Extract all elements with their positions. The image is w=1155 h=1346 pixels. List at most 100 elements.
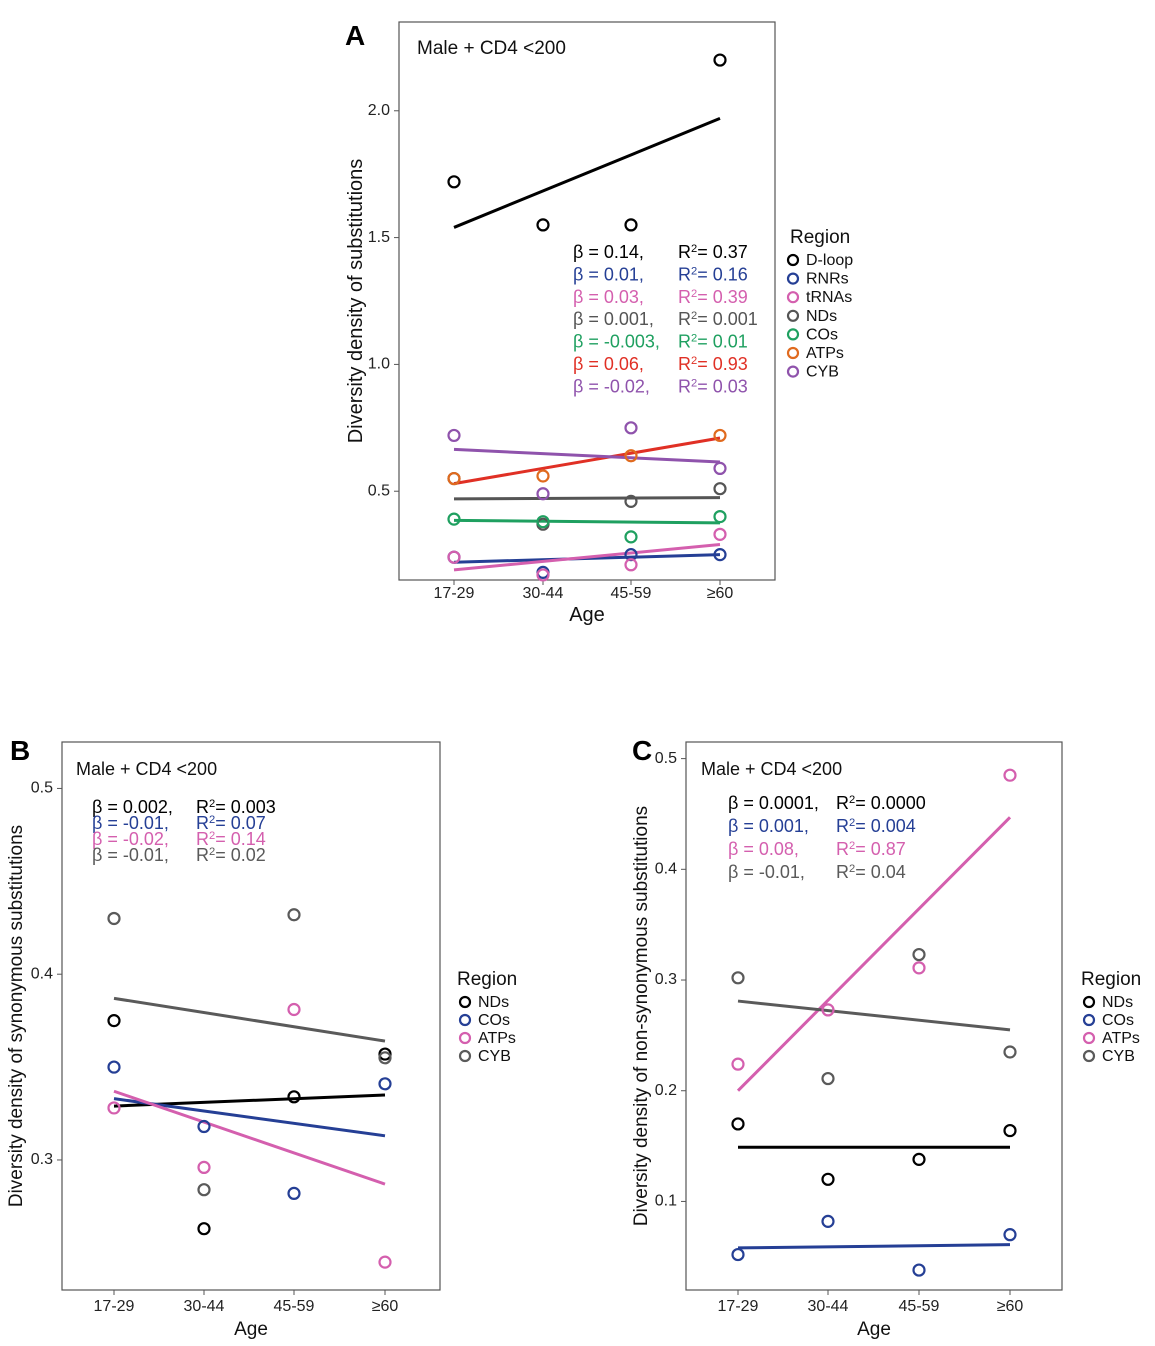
- x-tick-label: ≥60: [997, 1298, 1024, 1315]
- point-d-loop: [536, 218, 550, 232]
- r2-label-nds: R2= 0.0000: [836, 793, 926, 813]
- fit-line-atps: [453, 436, 721, 486]
- fit-line-cos: [737, 1243, 1011, 1250]
- fit-line-atps: [736, 816, 1012, 1092]
- plot-frame: [398, 21, 776, 581]
- y-tick-label: 2.0: [368, 102, 390, 119]
- point-atps: [821, 1003, 835, 1017]
- legend-marker: [786, 272, 800, 285]
- fit-line-cos: [113, 1097, 386, 1138]
- beta-label-cos: β = -0.003,: [573, 332, 660, 352]
- plot-frame: [61, 741, 441, 1291]
- point-cos: [378, 1077, 392, 1091]
- point-cyb: [713, 461, 727, 475]
- legend-marker: [458, 995, 472, 1009]
- legend-marker: [458, 1031, 472, 1045]
- point-cos: [731, 1247, 745, 1262]
- beta-label-atps: β = -0.02,: [92, 829, 169, 849]
- fit-line-atps: [113, 1089, 386, 1186]
- point-trnas: [713, 527, 727, 541]
- point-cos: [713, 509, 727, 524]
- y-tick-label: 0.2: [655, 1082, 677, 1099]
- point-cos: [1003, 1228, 1017, 1242]
- legend-title: Region: [790, 227, 850, 248]
- point-atps: [536, 469, 550, 483]
- r2-label-trnas: R2= 0.39: [678, 287, 748, 307]
- beta-label-cyb: β = -0.01,: [92, 845, 169, 865]
- legend-label: CYB: [1102, 1048, 1135, 1065]
- x-tick-label: 30-44: [808, 1298, 849, 1315]
- r2-label-nds: R2= 0.003: [196, 797, 276, 817]
- beta-label-atps: β = 0.06,: [573, 354, 644, 374]
- r2-label-cyb: R2= 0.02: [196, 845, 266, 865]
- legend-marker: [1082, 995, 1096, 1009]
- point-cyb: [107, 911, 121, 926]
- r2-label-cos: R2= 0.01: [678, 332, 748, 352]
- y-tick-label: 0.5: [368, 482, 390, 499]
- point-nds: [107, 1014, 121, 1028]
- legend-label: ATPs: [806, 345, 844, 362]
- point-atps: [1003, 768, 1017, 782]
- y-tick-label: 0.3: [31, 1151, 53, 1168]
- point-cyb: [378, 1051, 392, 1065]
- point-cyb: [912, 947, 926, 962]
- point-d-loop: [713, 53, 727, 67]
- point-cyb: [821, 1071, 835, 1086]
- legend-label: D-loop: [806, 252, 853, 269]
- point-cos: [912, 1263, 926, 1277]
- point-atps: [912, 961, 926, 975]
- y-tick-label: 0.3: [655, 971, 677, 988]
- fit-line-trnas: [453, 542, 721, 572]
- beta-label-d-loop: β = 0.14,: [573, 242, 644, 262]
- chart-panel-c: C 0.1 0.2 0.3 0.4 0.5 17-29 30-44 45-59 ≥60 Age Div…: [631, 735, 1141, 1340]
- point-cos: [821, 1214, 835, 1228]
- point-rnrs: [713, 548, 727, 562]
- legend-label: CYB: [478, 1048, 511, 1065]
- beta-label-trnas: β = 0.03,: [573, 287, 644, 307]
- r2-label-rnrs: R2= 0.16: [678, 264, 748, 284]
- r2-label-cos: R2= 0.004: [836, 816, 916, 836]
- point-cyb: [1003, 1045, 1017, 1059]
- legend-label: NDs: [806, 308, 837, 325]
- point-atps: [713, 428, 727, 443]
- fit-line-cyb: [453, 447, 721, 464]
- point-atps: [624, 449, 638, 463]
- point-cos: [624, 530, 638, 544]
- chart-panel-b: B 0.3 0.4 0.5 17-29 30-44 45-59 ≥60 Age Diversity…: [6, 735, 517, 1340]
- point-d-loop: [624, 218, 638, 232]
- r2-label-atps: R2= 0.87: [836, 839, 906, 859]
- r2-label-cyb: R2= 0.03: [678, 376, 748, 396]
- beta-label-cos: β = -0.01,: [92, 813, 169, 833]
- point-nds: [821, 1172, 835, 1186]
- point-atps: [731, 1057, 745, 1071]
- r2-label-cos: R2= 0.07: [196, 813, 266, 833]
- legend-marker: [1082, 1031, 1096, 1045]
- fit-line-cyb: [737, 999, 1011, 1032]
- x-axis-label: Age: [234, 1319, 268, 1340]
- point-cyb: [447, 428, 461, 443]
- panel-label: C: [632, 735, 652, 766]
- fit-line-nds: [453, 496, 721, 501]
- panel-annotation: Male + CD4 <200: [417, 38, 566, 59]
- beta-label-nds: β = 0.001,: [573, 309, 654, 329]
- beta-label-cyb: β = -0.02,: [573, 376, 650, 396]
- point-cos: [107, 1060, 121, 1074]
- r2-label-nds: R2= 0.001: [678, 309, 758, 329]
- beta-label-rnrs: β = 0.01,: [573, 264, 644, 284]
- r2-label-cyb: R2= 0.04: [836, 862, 906, 882]
- y-tick-label: 1.5: [368, 229, 390, 246]
- r2-label-atps: R2= 0.14: [196, 829, 266, 849]
- point-cos: [536, 515, 550, 529]
- legend-marker: [786, 328, 800, 341]
- fit-line-cyb: [113, 996, 386, 1043]
- x-tick-label: 17-29: [94, 1298, 135, 1315]
- legend-marker: [1082, 1013, 1096, 1027]
- legend-title: Region: [1081, 969, 1141, 990]
- y-tick-label: 0.5: [655, 750, 677, 767]
- point-atps: [287, 1002, 301, 1017]
- r2-label-atps: R2= 0.93: [678, 354, 748, 374]
- fit-line-d-loop: [453, 116, 721, 229]
- x-axis-label: Age: [569, 604, 605, 626]
- beta-label-cos: β = 0.001,: [728, 816, 809, 836]
